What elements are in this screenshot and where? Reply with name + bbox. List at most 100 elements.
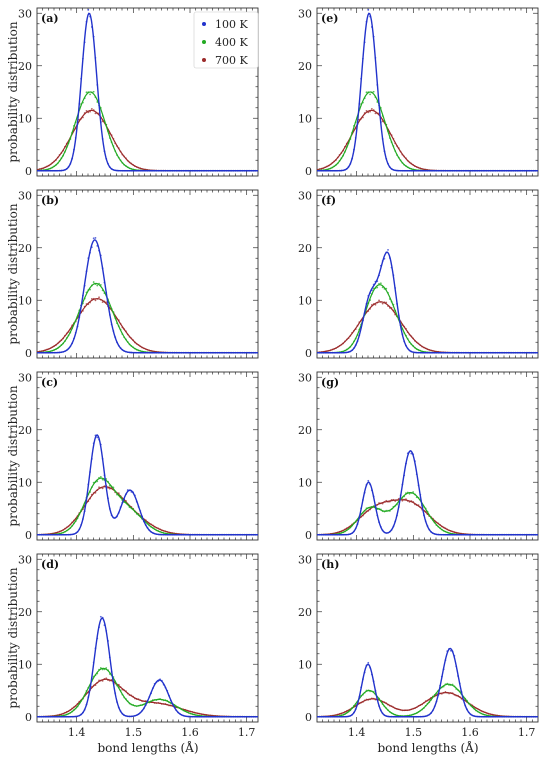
series-point bbox=[64, 340, 66, 343]
series-point bbox=[132, 508, 135, 510]
series-point bbox=[74, 319, 77, 322]
series-line bbox=[37, 239, 258, 354]
series-point bbox=[324, 533, 327, 536]
legend-entry-100k: 100 K bbox=[202, 18, 248, 31]
series-point bbox=[200, 169, 203, 172]
series-point bbox=[329, 349, 332, 352]
series-point bbox=[484, 711, 486, 714]
series-point bbox=[98, 249, 100, 252]
series-point bbox=[448, 529, 450, 532]
series-point bbox=[90, 284, 93, 287]
series-point bbox=[392, 713, 395, 715]
series-point bbox=[392, 525, 395, 528]
series-point bbox=[349, 138, 352, 140]
series-point bbox=[381, 138, 384, 140]
series-point bbox=[387, 130, 389, 133]
series-point bbox=[99, 667, 102, 669]
series-point bbox=[207, 351, 210, 354]
series-point bbox=[99, 298, 102, 301]
series-point bbox=[345, 533, 348, 536]
series-point bbox=[338, 344, 341, 347]
series-point bbox=[62, 531, 65, 534]
series-point bbox=[435, 694, 438, 697]
series-point bbox=[369, 93, 371, 96]
series-point bbox=[439, 692, 441, 695]
series-point bbox=[412, 163, 415, 166]
series-point bbox=[356, 334, 359, 336]
series-point bbox=[365, 110, 368, 112]
series-point bbox=[471, 714, 474, 717]
series-point bbox=[182, 709, 185, 712]
series-point bbox=[329, 351, 332, 354]
series-point bbox=[169, 169, 172, 172]
series-point bbox=[60, 339, 63, 342]
series-point bbox=[180, 713, 183, 716]
series-point bbox=[83, 297, 86, 300]
series-400k bbox=[36, 281, 258, 354]
series-point bbox=[119, 150, 122, 153]
series-point bbox=[74, 532, 77, 535]
series-point bbox=[484, 713, 486, 716]
series-point bbox=[430, 169, 432, 172]
series-point bbox=[112, 681, 115, 684]
series-point bbox=[442, 685, 445, 688]
series-point bbox=[399, 150, 402, 153]
y-tick-label: 10 bbox=[298, 476, 312, 489]
series-point bbox=[367, 506, 370, 509]
series-point bbox=[329, 167, 332, 170]
series-point bbox=[351, 343, 354, 346]
series-point bbox=[415, 504, 418, 506]
series-point bbox=[207, 169, 210, 172]
series-point bbox=[414, 460, 416, 462]
series-point bbox=[139, 515, 142, 518]
series-point bbox=[460, 691, 463, 693]
series-point bbox=[114, 516, 117, 519]
series-point bbox=[327, 533, 330, 536]
series-point bbox=[356, 123, 359, 125]
series-point bbox=[184, 533, 187, 536]
series-point bbox=[362, 678, 364, 681]
series-point bbox=[498, 169, 501, 172]
series-point bbox=[58, 533, 61, 536]
series-point bbox=[175, 351, 178, 354]
series-point bbox=[329, 715, 332, 718]
series-point bbox=[424, 520, 427, 523]
series-point bbox=[56, 531, 59, 534]
series-point bbox=[148, 522, 151, 525]
series-point bbox=[383, 701, 386, 704]
series-point bbox=[103, 281, 106, 284]
series-point bbox=[367, 310, 370, 312]
series-point bbox=[108, 487, 111, 490]
series-100k bbox=[317, 8, 538, 172]
series-point bbox=[128, 167, 131, 170]
series-point bbox=[349, 350, 352, 353]
series-point bbox=[184, 169, 187, 172]
series-point bbox=[101, 679, 104, 682]
series-point bbox=[101, 301, 104, 303]
series-point bbox=[372, 287, 375, 290]
series-point bbox=[431, 709, 434, 712]
series-point bbox=[460, 697, 463, 700]
y-tick-label: 30 bbox=[18, 189, 32, 202]
series-point bbox=[464, 697, 467, 700]
series-point bbox=[157, 698, 160, 701]
series-point bbox=[116, 145, 118, 147]
series-point bbox=[439, 351, 441, 354]
series-point bbox=[134, 351, 136, 354]
series-point bbox=[168, 701, 170, 704]
series-point bbox=[62, 712, 65, 715]
series-point bbox=[212, 715, 215, 718]
series-point bbox=[353, 711, 355, 714]
series-point bbox=[414, 165, 416, 168]
series-point bbox=[528, 533, 531, 536]
series-point bbox=[85, 20, 88, 23]
series-point bbox=[374, 504, 377, 507]
series-point bbox=[466, 533, 468, 536]
series-point bbox=[324, 715, 327, 718]
series-point bbox=[392, 309, 395, 312]
x-tick-label: 1.4 bbox=[68, 726, 86, 739]
series-point bbox=[157, 533, 160, 536]
series-point bbox=[85, 703, 88, 706]
series-point bbox=[182, 169, 185, 172]
